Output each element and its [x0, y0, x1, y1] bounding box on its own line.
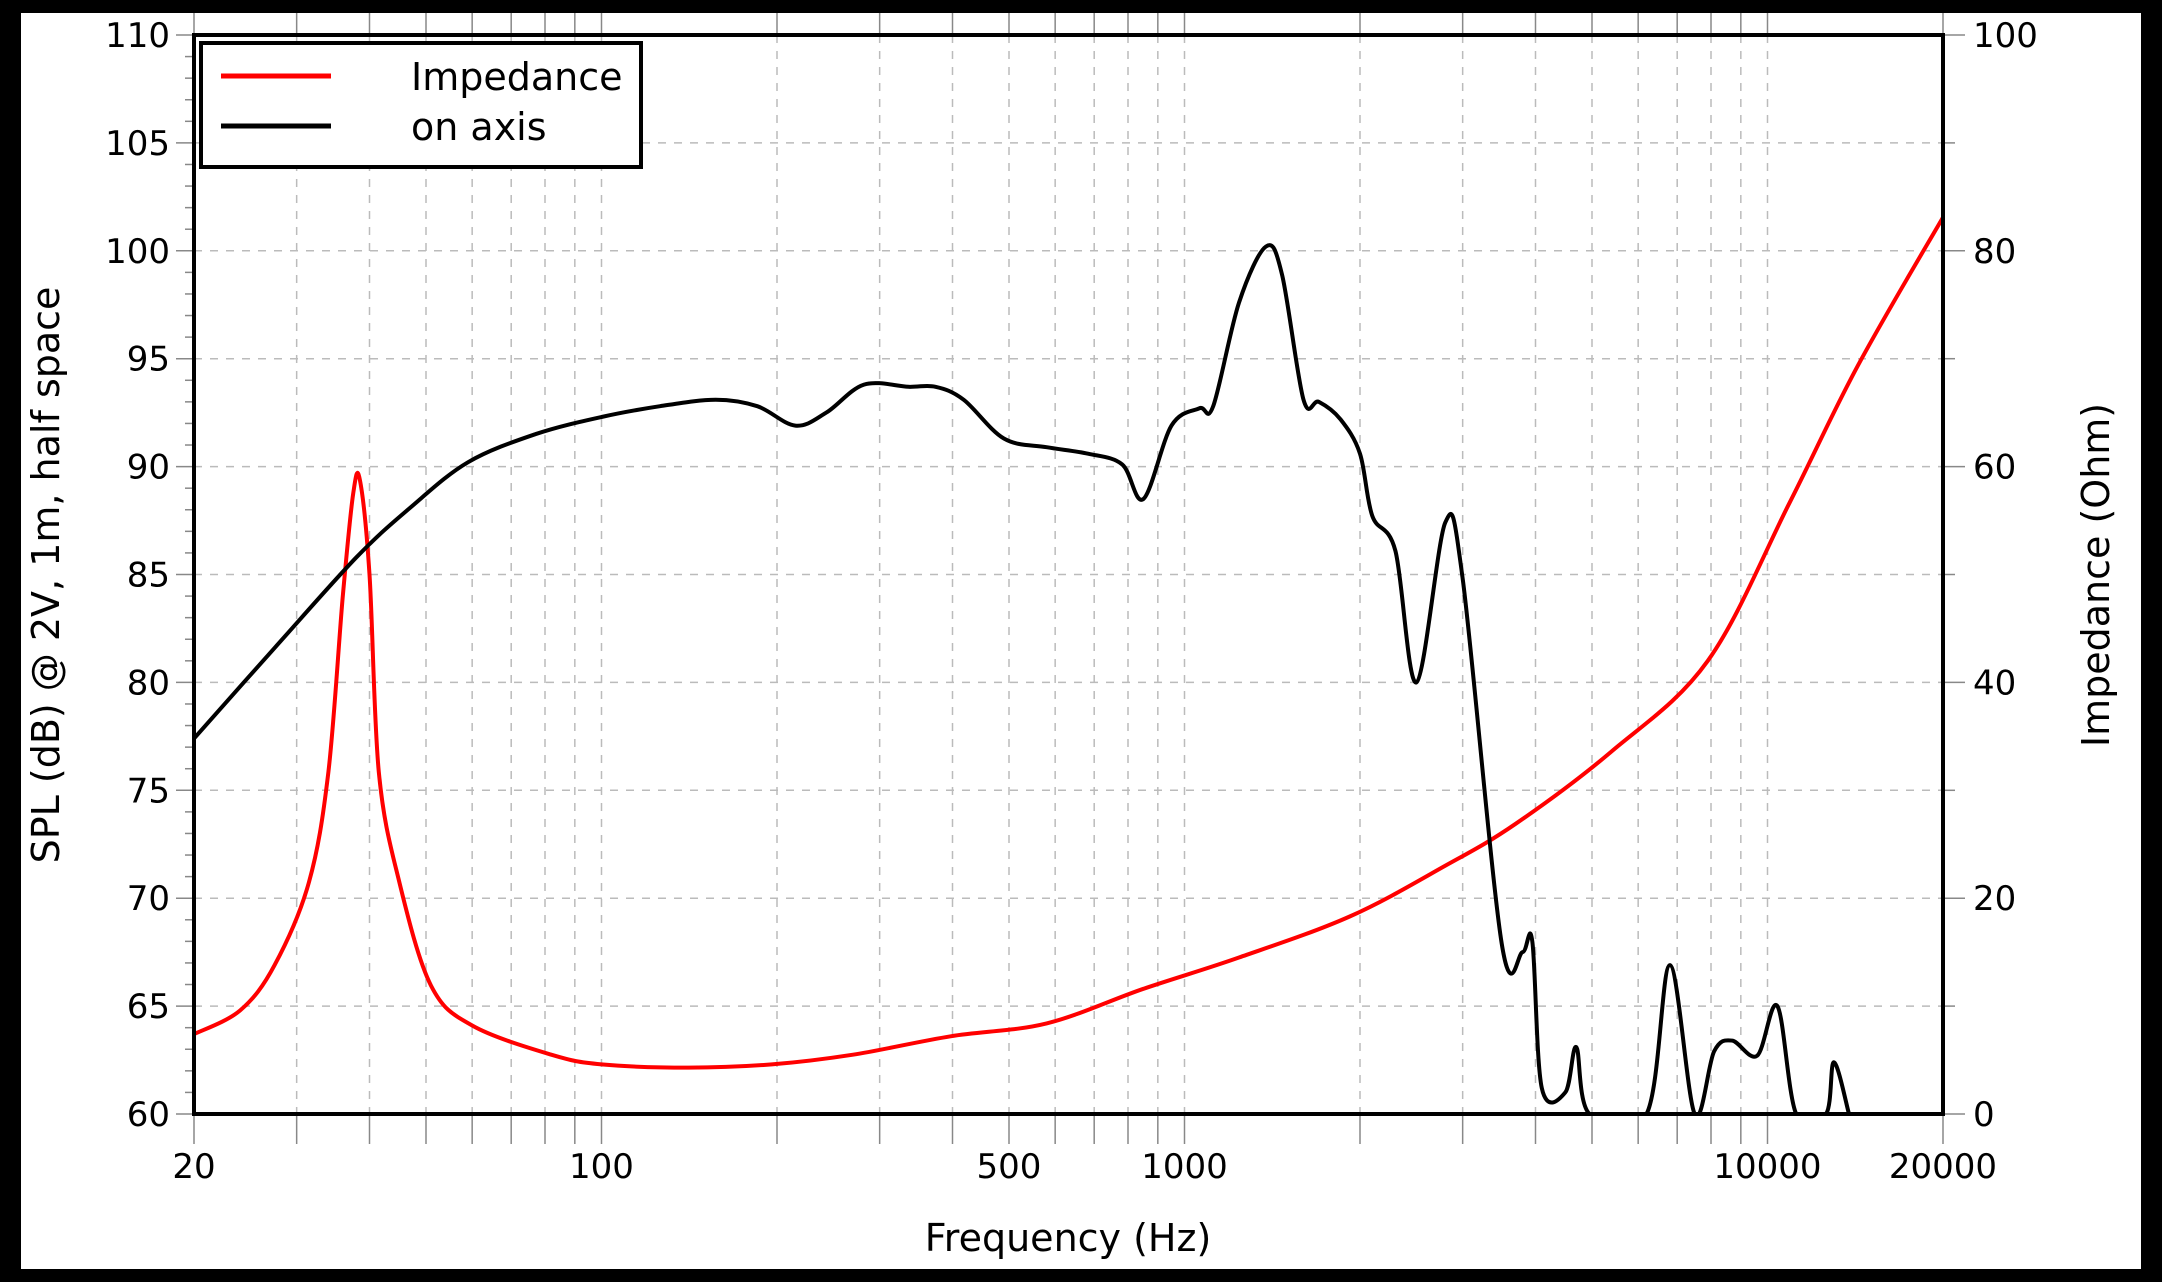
legend-label-impedance: Impedance — [411, 55, 623, 99]
x-axis-tick-labels: 20 100 500 1000 10000 20000 — [172, 1147, 1997, 1187]
legend-label-on-axis: on axis — [411, 105, 547, 149]
chart-canvas: 60 65 70 75 80 85 90 95 100 105 110 0 20 40 60 80 100 2… — [21, 13, 2141, 1269]
frequency-response-chart: 60 65 70 75 80 85 90 95 100 105 110 0 20 40 60 80 100 2… — [24, 13, 2118, 1260]
x-tick-label: 1000 — [1141, 1147, 1228, 1187]
legend: Impedance on axis — [199, 41, 643, 169]
legend-box — [199, 41, 643, 169]
y-axis-title: SPL (dB) @ 2V, 1m, half space — [24, 287, 68, 864]
x-tick-label: 20000 — [1889, 1147, 1997, 1187]
y2-tick-label: 80 — [1973, 232, 2016, 272]
x-tick-label: 100 — [569, 1147, 634, 1187]
x-axis-title: Frequency (Hz) — [925, 1216, 1212, 1260]
series-impedance — [194, 216, 1943, 1070]
y2-tick-label: 100 — [1973, 16, 2038, 56]
y-tick-label: 90 — [127, 448, 170, 488]
data-series — [194, 216, 1943, 1114]
y2-tick-label: 60 — [1973, 448, 2016, 488]
x-tick-label: 10000 — [1713, 1147, 1821, 1187]
plot-frame — [192, 33, 1945, 1116]
y2-tick-label: 20 — [1973, 879, 2016, 919]
y2-tick-label: 40 — [1973, 663, 2016, 703]
left-axis-tick-labels: 60 65 70 75 80 85 90 95 100 105 110 — [105, 16, 170, 1135]
y2-axis-title: Impedance (Ohm) — [2074, 403, 2118, 747]
right-axis-tick-labels: 0 20 40 60 80 100 — [1973, 16, 2038, 1135]
y-tick-label: 95 — [127, 340, 170, 380]
x-tick-label: 20 — [172, 1147, 215, 1187]
y-tick-label: 105 — [105, 124, 170, 164]
y-tick-label: 100 — [105, 232, 170, 272]
y-tick-label: 110 — [105, 16, 170, 56]
grid-lines — [194, 35, 1943, 1114]
x-tick-label: 500 — [977, 1147, 1042, 1187]
y-tick-label: 70 — [127, 879, 170, 919]
y-tick-label: 80 — [127, 663, 170, 703]
y-tick-label: 85 — [127, 556, 170, 596]
series-on-axis — [194, 243, 1851, 1114]
y-tick-label: 60 — [127, 1095, 170, 1135]
y-tick-label: 75 — [127, 771, 170, 811]
axis-ticks — [176, 13, 1965, 1144]
y-tick-label: 65 — [127, 987, 170, 1027]
y2-tick-label: 0 — [1973, 1095, 1995, 1135]
